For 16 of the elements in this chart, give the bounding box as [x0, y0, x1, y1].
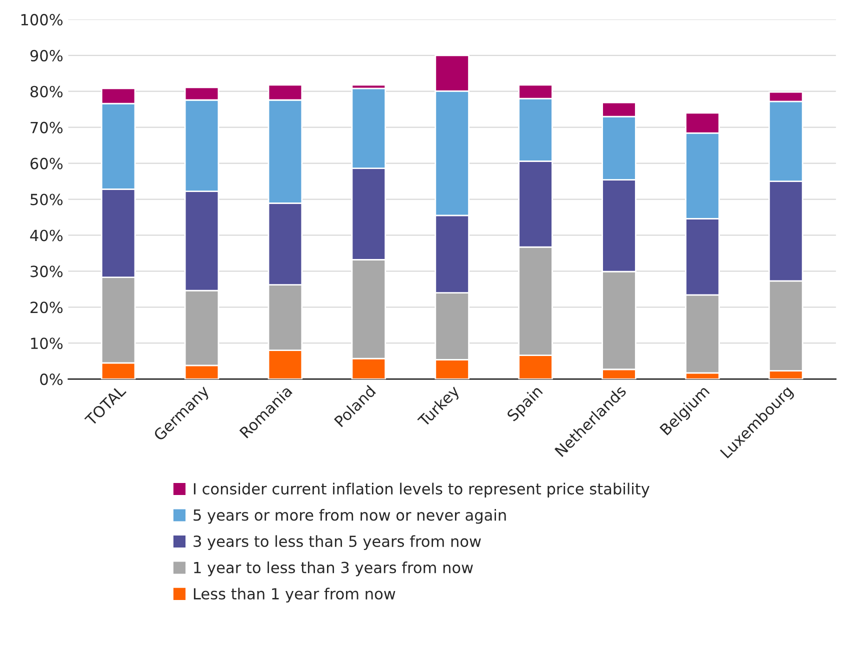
legend-label: I consider current inflation levels to represent price stability — [194, 482, 650, 498]
legend-label: Less than 1 year from now — [194, 588, 396, 603]
legend-label: 1 year to less than 3 years from now — [194, 561, 473, 576]
y-tick-label: 60% — [30, 158, 63, 170]
y-tick-label: 90% — [30, 50, 63, 62]
y-tick-label: 30% — [30, 266, 63, 278]
y-tick-label: 10% — [31, 338, 63, 350]
legend-label: 3 years to less than 5 years from now — [194, 535, 481, 550]
y-tick-label: 0% — [40, 374, 63, 386]
legend-label: 5 years or more from now or never again — [194, 508, 506, 524]
y-tick-label: 40% — [30, 230, 63, 242]
y-tick-label: 100% — [21, 14, 63, 26]
y-tick-label: 50% — [30, 194, 63, 206]
y-tick-label: 20% — [30, 302, 63, 314]
y-tick-label: 70% — [30, 122, 63, 134]
y-tick-label: 80% — [30, 86, 63, 98]
